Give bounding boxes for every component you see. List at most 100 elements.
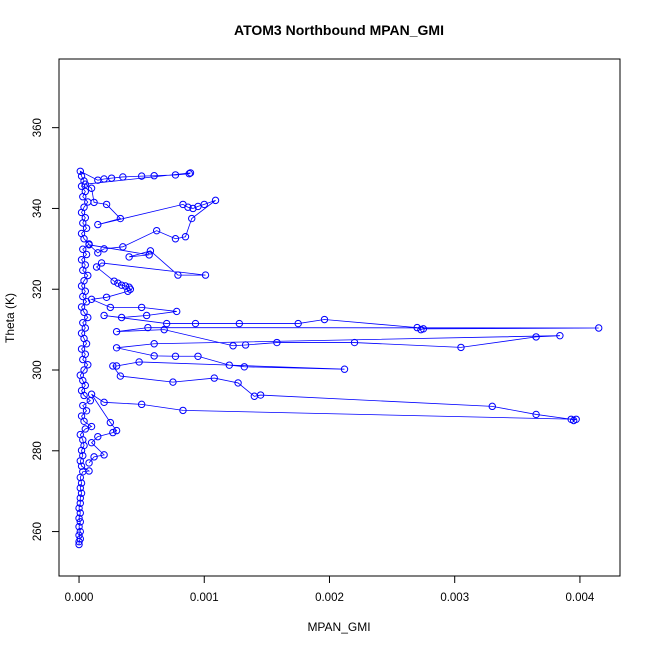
data-point — [488, 402, 496, 411]
x-tick-label: 0.003 — [440, 592, 469, 604]
y-tick-label: 320 — [32, 280, 44, 299]
data-point — [135, 358, 143, 366]
data-point — [81, 425, 90, 433]
data-point — [171, 235, 180, 243]
data-point — [150, 340, 158, 348]
data-point — [77, 172, 86, 180]
data-point — [80, 203, 88, 211]
data-point — [87, 390, 96, 398]
data-point — [532, 410, 540, 419]
data-point — [77, 412, 86, 420]
data-point — [144, 323, 152, 332]
data-point — [102, 200, 111, 209]
data-point — [556, 331, 564, 340]
data-point — [119, 243, 127, 251]
data-point — [225, 361, 234, 369]
data-point — [186, 169, 195, 177]
data-point — [137, 172, 146, 180]
data-point — [84, 271, 92, 280]
data-point — [137, 400, 146, 409]
data-point — [174, 271, 182, 279]
data-point — [188, 214, 196, 223]
data-point — [419, 325, 428, 333]
data-point — [81, 261, 90, 269]
data-point — [106, 418, 115, 427]
data-point — [80, 441, 88, 450]
data-point — [79, 319, 87, 327]
data-point — [76, 494, 84, 502]
data-point — [117, 313, 126, 322]
data-point — [211, 196, 220, 205]
data-point — [75, 531, 83, 539]
data-point — [80, 366, 88, 374]
data-point — [100, 398, 108, 407]
data-point — [294, 319, 302, 328]
data-point — [235, 319, 244, 328]
data-point — [76, 484, 84, 492]
data-point — [90, 453, 98, 461]
data-point — [320, 315, 329, 324]
data-point — [112, 362, 121, 370]
data-point — [84, 361, 92, 369]
data-point — [100, 451, 108, 459]
data-point — [75, 514, 83, 522]
data-point — [76, 499, 84, 507]
data-point — [77, 489, 86, 497]
data-point — [201, 271, 210, 279]
data-point — [82, 407, 91, 415]
data-point — [572, 415, 580, 423]
data-point — [150, 172, 158, 180]
data-point — [76, 527, 84, 536]
data-point — [77, 303, 86, 311]
data-point — [171, 352, 180, 360]
chart-title: ATOM3 Northbound MPAN_GMI — [234, 22, 444, 38]
x-tick-label: 0.000 — [65, 592, 94, 604]
data-point — [77, 462, 86, 470]
x-axis: 0.000 0.001 0.002 0.003 0.004 — [65, 575, 595, 604]
data-point — [125, 253, 133, 261]
data-point — [185, 170, 193, 178]
y-axis: 260 280 300 320 340 360 — [32, 118, 60, 541]
data-point — [124, 287, 132, 295]
data-point — [116, 372, 125, 380]
data-point — [77, 256, 86, 264]
data-point — [173, 307, 181, 316]
data-point — [85, 241, 93, 249]
data-point — [77, 329, 86, 337]
data-point — [82, 250, 91, 259]
data-point — [126, 285, 135, 293]
data-point — [81, 287, 90, 295]
data-point — [181, 233, 190, 241]
data-point — [94, 220, 102, 229]
data-point — [81, 214, 90, 222]
data-point — [85, 467, 93, 475]
series-line — [78, 170, 599, 545]
y-tick-label: 260 — [32, 522, 44, 541]
data-point — [234, 379, 242, 387]
data-point — [77, 386, 86, 395]
data-point — [102, 293, 111, 301]
data-point — [76, 167, 84, 175]
x-tick-label: 0.001 — [190, 592, 219, 604]
data-point — [229, 342, 237, 350]
data-point — [77, 479, 86, 487]
data-point — [92, 263, 101, 271]
data-point — [81, 180, 90, 188]
data-point — [94, 432, 102, 441]
data-point — [79, 401, 87, 410]
data-point — [112, 327, 121, 336]
data-point — [117, 281, 126, 289]
data-point — [76, 518, 84, 526]
data-point — [100, 245, 108, 253]
data-point — [273, 338, 281, 347]
data-point — [200, 200, 208, 209]
x-axis-label: MPAN_GMI — [307, 620, 370, 634]
data-point — [142, 311, 151, 320]
data-point — [76, 430, 84, 439]
data-point — [595, 324, 603, 332]
data-point — [90, 198, 98, 207]
data-point — [109, 362, 117, 370]
data-point — [82, 224, 91, 232]
y-tick-label: 300 — [32, 360, 44, 379]
x-tick-label: 0.002 — [315, 592, 344, 604]
